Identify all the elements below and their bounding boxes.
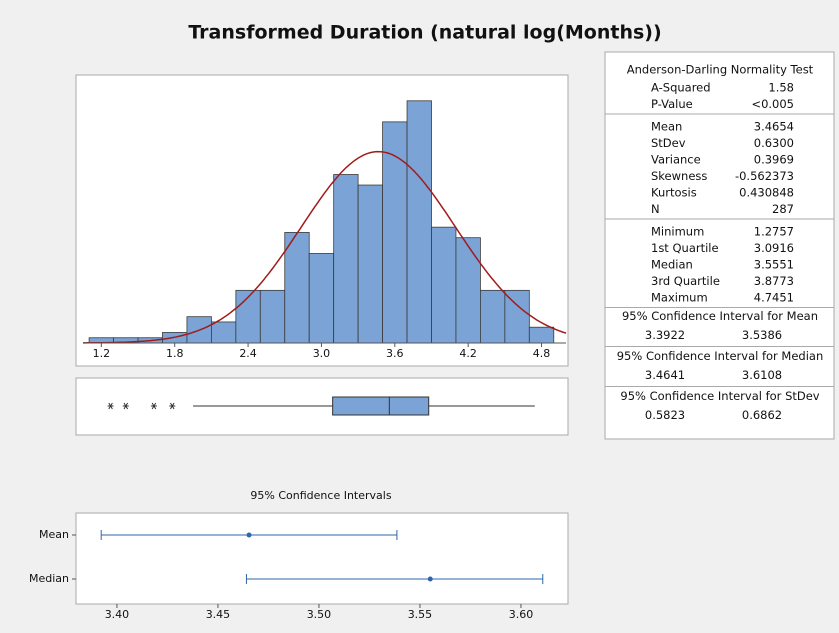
outlier (169, 402, 176, 410)
x-tick-label: 3.50 (307, 608, 332, 621)
histogram-bar (480, 289, 506, 344)
stat-value: <0.005 (751, 97, 794, 111)
histogram-bar (284, 232, 310, 344)
stat-value: 3.0916 (754, 241, 794, 255)
histogram-bar (210, 321, 237, 344)
histogram-bar (528, 326, 555, 344)
x-tick-label: 1.2 (93, 347, 111, 360)
x-tick-label: 3.0 (313, 347, 331, 360)
x-tick-label: 4.2 (459, 347, 477, 360)
stat-value: 1.2757 (754, 225, 794, 239)
category-label: Mean (39, 528, 69, 541)
interval-header: 95% Confidence Interval for Mean (622, 309, 818, 323)
stat-name: Maximum (651, 291, 708, 305)
x-tick-label: 3.6 (386, 347, 404, 360)
x-tick-label: 2.4 (239, 347, 257, 360)
interval-title: 95% Confidence Intervals (250, 489, 391, 502)
category-label: Median (29, 572, 69, 585)
histogram-bar (308, 253, 335, 344)
x-tick-label: 1.8 (166, 347, 184, 360)
histogram-bar (431, 226, 457, 344)
stat-value: 0.6300 (754, 136, 794, 150)
outlier (150, 402, 157, 410)
interval-low: 3.3922 (645, 328, 685, 342)
stat-name: P-Value (651, 97, 693, 111)
normal-fit (83, 150, 567, 344)
stat-value: -0.562373 (735, 169, 794, 183)
x-tick-label: 4.8 (533, 347, 551, 360)
stat-value: 0.430848 (739, 186, 794, 200)
histogram-bar (259, 289, 286, 344)
x-tick-label: 3.55 (408, 608, 433, 621)
interval-high: 3.6108 (742, 368, 782, 382)
stat-value: 3.5551 (754, 258, 794, 272)
stat-value: 3.4654 (754, 120, 794, 134)
chart-title: Transformed Duration (natural log(Months… (188, 22, 661, 44)
outlier (122, 402, 129, 410)
histogram-bar (406, 100, 432, 344)
stat-value: 1.58 (768, 81, 794, 95)
histogram-bar (333, 174, 359, 344)
stat-name: Skewness (651, 169, 707, 183)
stat-name: StDev (651, 136, 686, 150)
stat-name: 1st Quartile (651, 241, 719, 255)
outlier (107, 402, 114, 410)
interval-panel (75, 512, 569, 605)
stat-name: A-Squared (651, 81, 711, 95)
histogram-bar (357, 184, 383, 344)
histogram-bar (382, 121, 408, 344)
x-tick-label: 3.45 (206, 608, 231, 621)
stat-name: Mean (651, 120, 682, 134)
histogram-bar (504, 289, 530, 344)
stat-name: Minimum (651, 225, 704, 239)
stat-value: 4.7451 (754, 291, 794, 305)
interval-low: 0.5823 (645, 408, 685, 422)
histogram-bar (455, 237, 481, 344)
stat-value: 0.3969 (754, 153, 794, 167)
interval-point (246, 532, 252, 538)
interval-low: 3.4641 (645, 368, 685, 382)
summary-table (604, 51, 835, 440)
stat-name: Median (651, 258, 693, 272)
stat-name: Variance (651, 153, 701, 167)
stat-value: 287 (772, 202, 794, 216)
interval-header: 95% Confidence Interval for Median (617, 349, 824, 363)
x-tick-label: 3.60 (509, 608, 534, 621)
stat-value: 3.8773 (754, 274, 794, 288)
stat-name: 3rd Quartile (651, 274, 720, 288)
interval-point (427, 576, 433, 582)
x-tick-label: 3.40 (105, 608, 130, 621)
interval-high: 3.5386 (742, 328, 782, 342)
stat-name: N (651, 202, 660, 216)
box (332, 396, 430, 416)
interval-header: 95% Confidence Interval for StDev (620, 389, 819, 403)
interval-high: 0.6862 (742, 408, 782, 422)
stat-name: Kurtosis (651, 186, 697, 200)
table-header: Anderson-Darling Normality Test (627, 63, 814, 77)
